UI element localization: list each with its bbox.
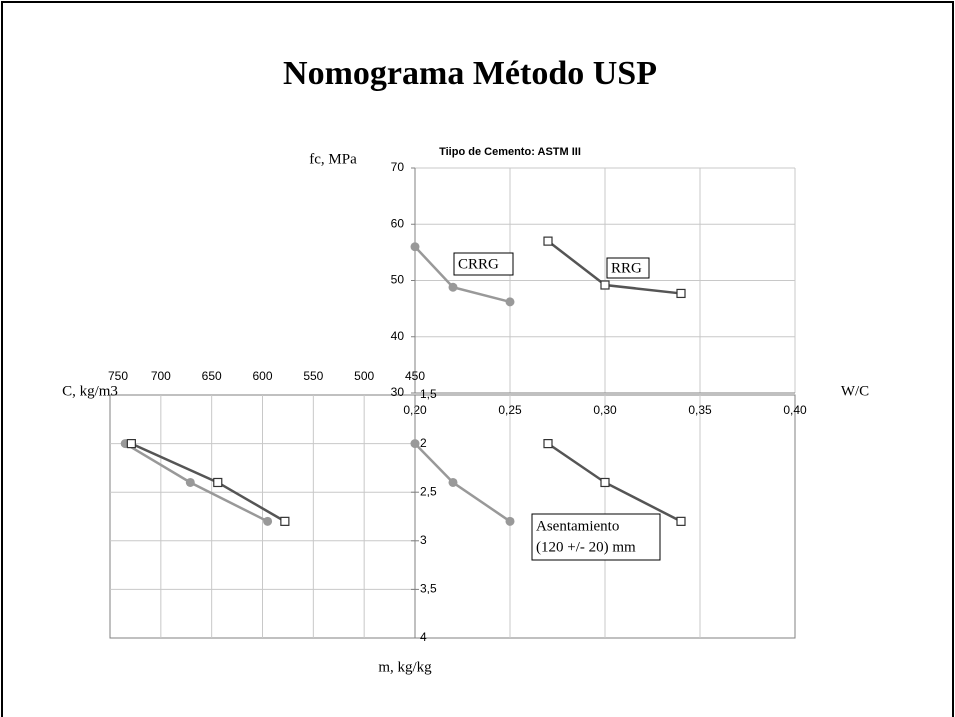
annotation: Asentamiento [536,518,619,534]
bottom-chart-frame [109,394,796,639]
y-tick-label: 40 [391,329,405,343]
x-tick-label: 750 [108,369,128,383]
y-tick-label: 4 [420,630,427,644]
marker [543,439,553,449]
chart-title: Tiipo de Cemento: ASTM III [439,146,581,158]
x-tick-label: 550 [303,369,323,383]
x-tick-label: 600 [252,369,272,383]
y-tick-label: 50 [391,273,405,287]
x-tick-label: 700 [151,369,171,383]
y-axis-label: m, kg/kg [378,659,432,675]
annotation-box [606,257,650,279]
marker [505,297,515,307]
y-tick-label: 2,5 [420,484,437,498]
annotation: CRRG [458,256,499,272]
y-tick-label: 1,5 [420,387,437,401]
top-chart-bg [360,130,800,437]
y-tick-label: 3,5 [420,582,437,596]
marker [543,236,553,246]
y-axis-label: fc, MPa [309,151,357,167]
y-tick-label: 60 [391,216,405,230]
marker [280,516,290,526]
marker [448,282,458,292]
y-tick-label: 70 [391,160,405,174]
marker [505,516,515,526]
marker [213,477,223,488]
x-tick-label: 450 [405,369,425,383]
x-axis-label: W/C [841,383,869,399]
marker [263,516,273,526]
marker [185,477,195,487]
x-axis-label: C, kg/m3 [62,383,118,399]
marker [448,477,458,487]
marker [410,242,420,252]
annotation: RRG [611,260,642,276]
y-tick-label: 2 [420,436,427,450]
annotation-box [453,252,514,276]
marker [410,439,420,449]
annotation: (120 +/- 20) mm [536,539,636,555]
x-tick-label: 0,35 [688,403,712,417]
x-tick-label: 500 [354,369,374,383]
marker [600,280,610,290]
x-tick-label: 0,40 [783,403,807,417]
y-tick-label: 30 [391,385,405,399]
marker [600,477,610,488]
marker [126,439,136,449]
x-tick-label: 0,25 [498,403,522,417]
slide-title: Nomograma Método USP [283,55,657,92]
annotation-box [531,513,661,561]
marker [676,516,686,526]
x-tick-label: 650 [202,369,222,383]
y-tick-label: 3 [420,533,427,547]
x-tick-label: 0,30 [593,403,617,417]
marker [676,288,686,299]
